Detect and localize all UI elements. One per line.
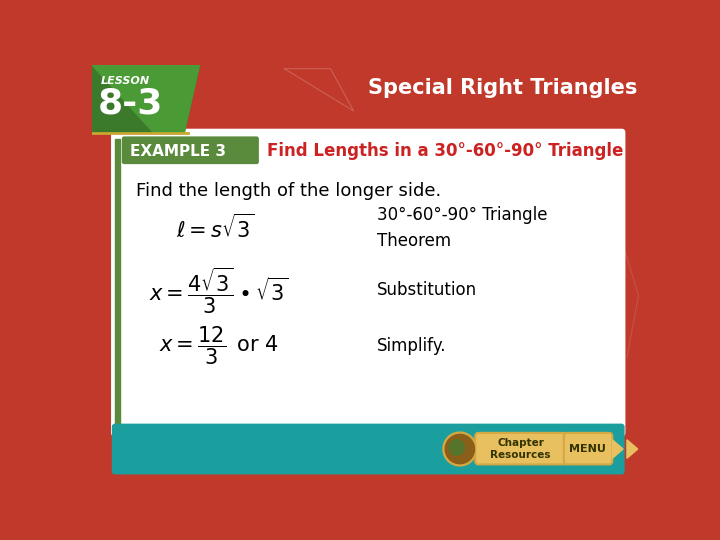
Text: 30°-60°-90° Triangle
Theorem: 30°-60°-90° Triangle Theorem <box>377 206 547 250</box>
Circle shape <box>443 432 477 466</box>
FancyBboxPatch shape <box>564 433 612 464</box>
Text: $x = \dfrac{4\sqrt{3}}{3} \bullet \sqrt{3}$: $x = \dfrac{4\sqrt{3}}{3} \bullet \sqrt{… <box>149 265 289 316</box>
Bar <box>115 139 120 433</box>
Circle shape <box>445 434 474 464</box>
Polygon shape <box>92 65 199 132</box>
FancyBboxPatch shape <box>475 433 566 464</box>
FancyBboxPatch shape <box>122 137 259 164</box>
Text: $\ell = s\sqrt{3}$: $\ell = s\sqrt{3}$ <box>176 214 254 242</box>
Polygon shape <box>627 440 638 458</box>
Text: LESSON: LESSON <box>101 76 150 85</box>
Text: MENU: MENU <box>570 444 606 454</box>
Text: $x = \dfrac{12}{3}\,$ or $4$: $x = \dfrac{12}{3}\,$ or $4$ <box>159 325 279 367</box>
Text: 8-3: 8-3 <box>98 86 163 120</box>
Text: Find Lengths in a 30°-60°-90° Triangle: Find Lengths in a 30°-60°-90° Triangle <box>267 142 624 160</box>
Polygon shape <box>92 65 199 132</box>
Text: Simplify.: Simplify. <box>377 337 446 355</box>
FancyBboxPatch shape <box>112 423 625 475</box>
FancyBboxPatch shape <box>111 129 626 437</box>
Circle shape <box>449 440 464 455</box>
Text: Special Right Triangles: Special Right Triangles <box>368 78 637 98</box>
Text: Chapter
Resources: Chapter Resources <box>490 438 551 460</box>
Text: EXAMPLE 3: EXAMPLE 3 <box>130 144 226 159</box>
Polygon shape <box>612 440 623 458</box>
Text: Substitution: Substitution <box>377 281 477 299</box>
Text: Find the length of the longer side.: Find the length of the longer side. <box>137 182 441 200</box>
